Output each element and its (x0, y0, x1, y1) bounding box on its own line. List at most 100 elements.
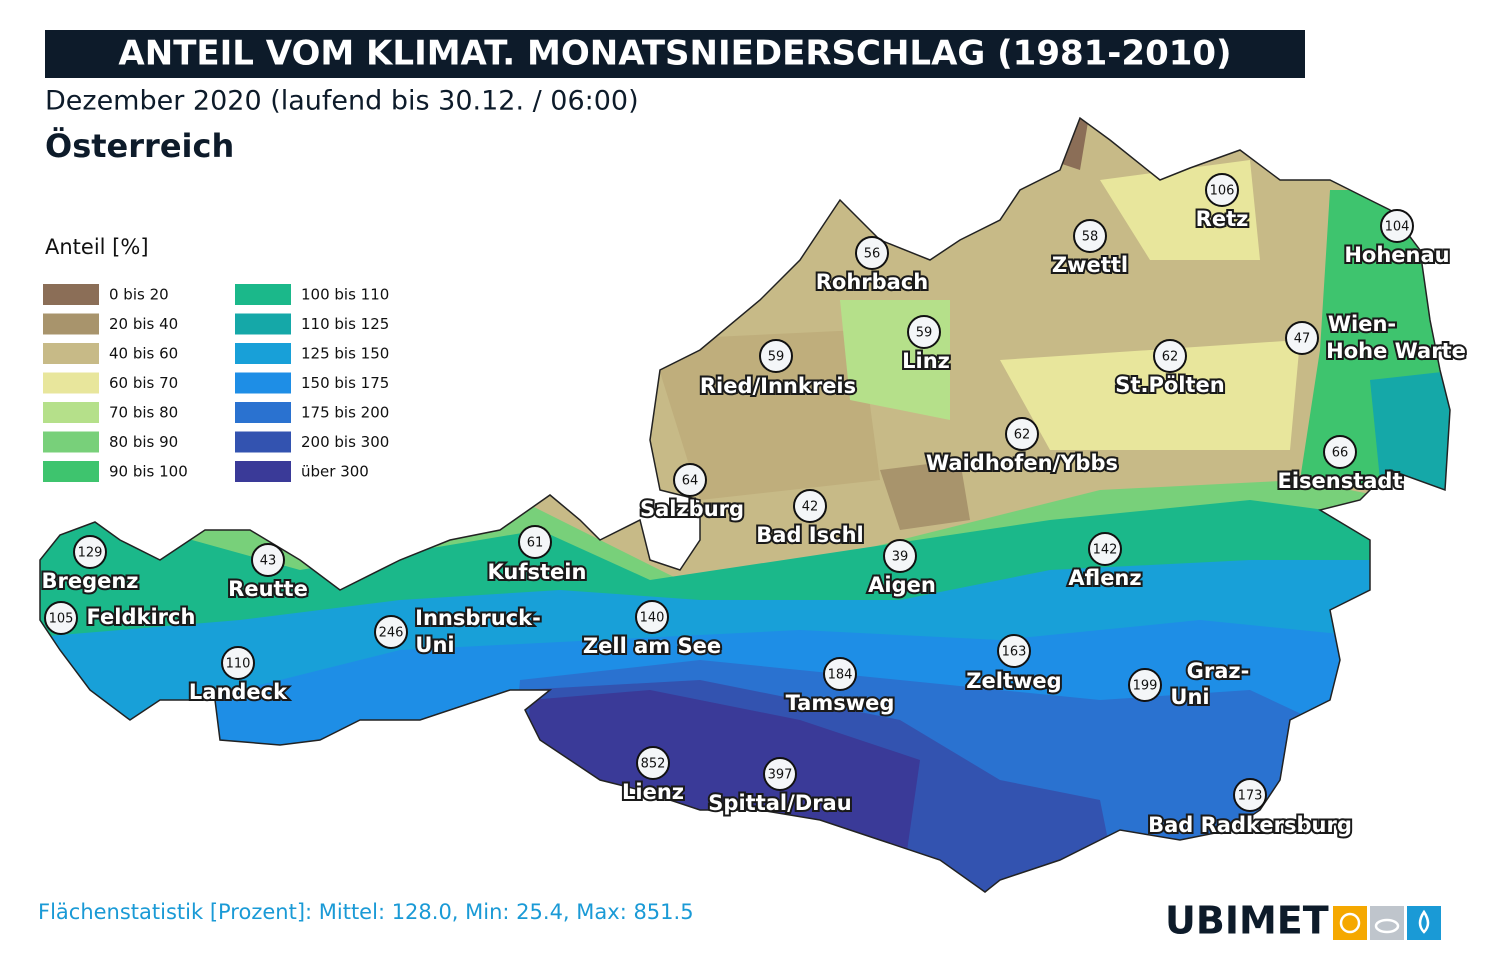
station-marker (1153, 339, 1187, 373)
station-marker (221, 646, 255, 680)
station-marker (73, 535, 107, 569)
station-value: 56 (864, 247, 881, 262)
station-name: Graz- (1187, 659, 1250, 683)
legend-swatch (43, 343, 99, 364)
station-value: 58 (1082, 230, 1099, 245)
station-value: 105 (49, 612, 74, 627)
station-marker (1323, 435, 1357, 469)
station-marker (635, 600, 669, 634)
legend-title: Anteil [%] (45, 235, 149, 259)
legend-swatch (43, 372, 99, 394)
legend-swatch (235, 343, 291, 364)
station-value: 61 (527, 536, 544, 551)
legend: 0 bis 20 20 bis 40 40 bis 60 60 bis 70 70 bi… (43, 284, 389, 482)
station-marker (907, 315, 941, 349)
station-marker (636, 746, 670, 780)
legend-label: 175 bis 200 (301, 404, 389, 422)
station-marker (673, 463, 707, 497)
station-marker (44, 601, 78, 635)
station-value: 62 (1014, 428, 1031, 443)
station-marker (883, 539, 917, 573)
station-value: 43 (260, 554, 277, 569)
station-value: 129 (78, 546, 103, 561)
legend-swatch (235, 461, 291, 482)
station-marker (518, 525, 552, 559)
legend-label: 100 bis 110 (301, 286, 389, 304)
station-marker (1285, 321, 1319, 355)
station-marker (823, 657, 857, 691)
legend-swatch (235, 313, 291, 335)
legend-swatch (235, 372, 291, 394)
station-marker (1380, 209, 1414, 243)
station-name: Aigen (868, 573, 936, 597)
station-name: Spittal/Drau (708, 791, 851, 815)
station-name: St.Pölten (1115, 373, 1224, 397)
station-value: 184 (828, 668, 853, 683)
station-name: Feldkirch (87, 605, 196, 629)
station-name: Retz (1196, 207, 1249, 231)
station-name: Zwettl (1052, 253, 1128, 277)
station-name: Lienz (622, 780, 684, 804)
station-name: Uni (415, 633, 454, 657)
station-marker (1205, 173, 1239, 207)
station-value: 852 (641, 757, 666, 772)
station-name: Tamsweg (786, 691, 895, 715)
legend-label: 110 bis 125 (301, 315, 389, 333)
station-value: 42 (802, 500, 819, 515)
station-name: Wien- (1328, 312, 1396, 336)
legend-label: 200 bis 300 (301, 433, 389, 451)
legend-swatch (43, 284, 99, 305)
station-name: Aflenz (1068, 566, 1141, 590)
legend-label: 60 bis 70 (109, 374, 178, 392)
station-marker (1088, 532, 1122, 566)
station-name: Hohe Warte (1326, 339, 1466, 363)
station-marker (374, 615, 408, 649)
stations: 106 Retz 58 Zwettl 104 Hohenau 56 Rohrbach 59 Lin… (39, 173, 1468, 839)
station-name: Ried/Innkreis (700, 374, 856, 398)
station-value: 142 (1093, 543, 1118, 558)
station-value: 47 (1294, 332, 1311, 347)
station-name: Bad Ischl (756, 523, 863, 547)
legend-label: 20 bis 40 (109, 315, 178, 333)
station-value: 62 (1162, 350, 1179, 365)
station-name: Hohenau (1344, 243, 1449, 267)
station-value: 163 (1002, 645, 1027, 660)
legend-swatch (43, 313, 99, 335)
map-fill (40, 118, 1450, 892)
legend-swatch (43, 461, 99, 482)
station-value: 397 (768, 768, 793, 783)
station-name: Linz (902, 349, 950, 373)
legend-swatch (235, 431, 291, 453)
station-value: 199 (1133, 679, 1158, 694)
station-name: Zeltweg (966, 669, 1061, 693)
station-marker (1233, 778, 1267, 812)
title: ANTEIL VOM KLIMAT. MONATSNIEDERSCHLAG (1… (118, 34, 1231, 74)
legend-label: 125 bis 150 (301, 345, 389, 363)
station-marker (793, 489, 827, 523)
station-name: Kufstein (488, 560, 587, 584)
station-value: 104 (1385, 220, 1410, 235)
station-name: Rohrbach (816, 270, 929, 294)
legend-swatch (43, 402, 99, 423)
legend-swatch (235, 284, 291, 305)
station-name: Eisenstadt (1277, 469, 1402, 493)
station-value: 140 (640, 611, 665, 626)
title-bar (45, 30, 1305, 78)
brand-icons (1333, 906, 1441, 940)
subtitle: Dezember 2020 (laufend bis 30.12. / 06:0… (45, 86, 639, 117)
station-name: Zell am See (583, 634, 721, 658)
station-marker (763, 757, 797, 791)
station-value: 64 (682, 474, 699, 489)
station-name: Waidhofen/Ybbs (926, 451, 1118, 475)
legend-label: 80 bis 90 (109, 433, 178, 451)
station-name: Uni (1170, 685, 1209, 709)
legend-swatch (235, 402, 291, 423)
station-name: Reutte (228, 577, 308, 601)
station-name: Bad Radkersburg (1148, 813, 1352, 837)
station-name: Innsbruck- (415, 606, 541, 630)
station-value: 110 (226, 657, 251, 672)
legend-label: 90 bis 100 (109, 463, 188, 481)
